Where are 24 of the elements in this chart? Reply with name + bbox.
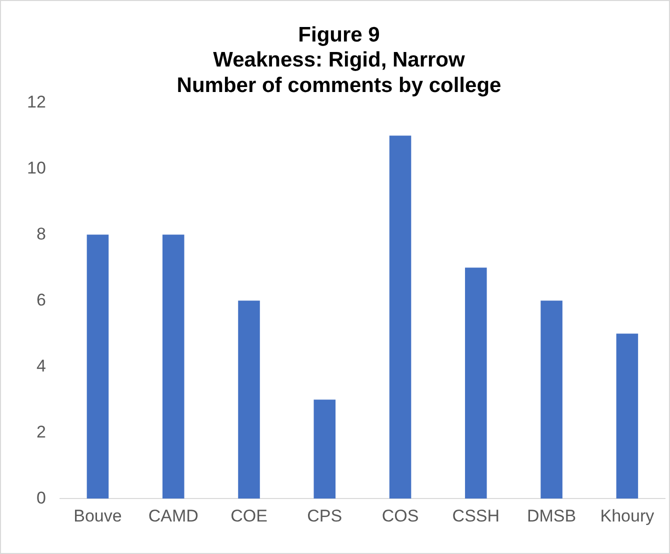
chart-title: Figure 9 Weakness: Rigid, Narrow Number of comments by college [176,23,502,97]
bar [616,334,638,499]
bar [314,400,336,499]
x-tick-label: Bouve [74,506,122,526]
bar [540,300,562,499]
x-tick-label: COS [382,506,419,526]
bar [389,136,412,499]
x-tick-label: CSSH [452,506,500,526]
x-tick-label: CAMD [148,506,198,526]
y-tick-label: 2 [36,422,46,442]
y-tick-label: 0 [36,488,46,508]
bar [238,300,260,499]
bar [86,234,109,499]
y-tick-label: 8 [36,224,46,244]
bar [162,234,184,499]
x-tick-label: DMSB [526,506,576,526]
y-tick-label: 12 [26,92,46,112]
y-tick-label: 4 [36,356,46,376]
x-tick-label: Khoury [600,506,655,526]
x-tick-label: CPS [307,506,342,526]
y-tick-label: 6 [36,290,46,310]
x-tick-label: COE [230,506,268,526]
bar [465,268,487,499]
y-tick-label: 10 [26,158,46,178]
